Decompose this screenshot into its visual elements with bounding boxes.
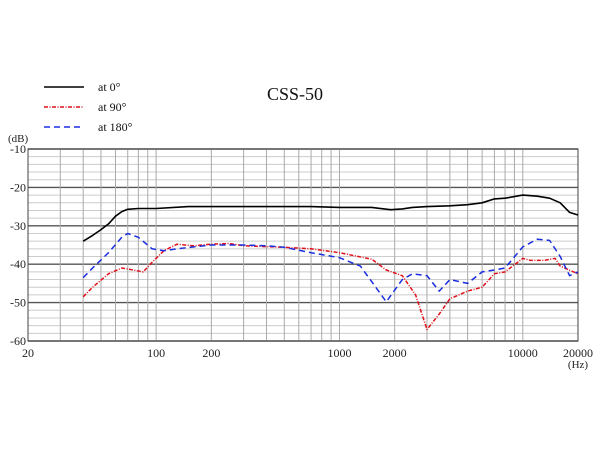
series-line-1 [82,242,579,331]
y-axis-label: (dB) [8,133,29,145]
x-tick-label: 20 [22,346,34,360]
plot-frame [27,148,579,342]
x-tick-label: 20000 [563,346,593,360]
legend-label-1: at 90° [98,100,127,114]
x-axis-label: (Hz) [568,359,588,371]
legend: at 0° at 90° at 180° [44,80,133,134]
series-group [82,194,579,331]
series-line-0 [82,194,579,242]
y-tick-label: -50 [10,296,26,310]
legend-label-0: at 0° [98,80,121,94]
chart-title: CSS-50 [267,84,323,104]
x-tick-label: 100 [147,346,165,360]
y-tick-label: -20 [10,180,26,194]
x-tick-label: 10000 [508,346,538,360]
series-line-2 [82,232,579,303]
x-tick-label: 2000 [383,346,407,360]
y-tick-label: -10 [10,142,26,156]
y-tick-label: -40 [10,257,26,271]
y-tick-label: -30 [10,219,26,233]
legend-label-2: at 180° [98,120,133,134]
x-tick-label: 1000 [327,346,351,360]
y-tick-label: -60 [10,334,26,348]
x-tick-label: 200 [202,346,220,360]
grid [27,148,579,342]
